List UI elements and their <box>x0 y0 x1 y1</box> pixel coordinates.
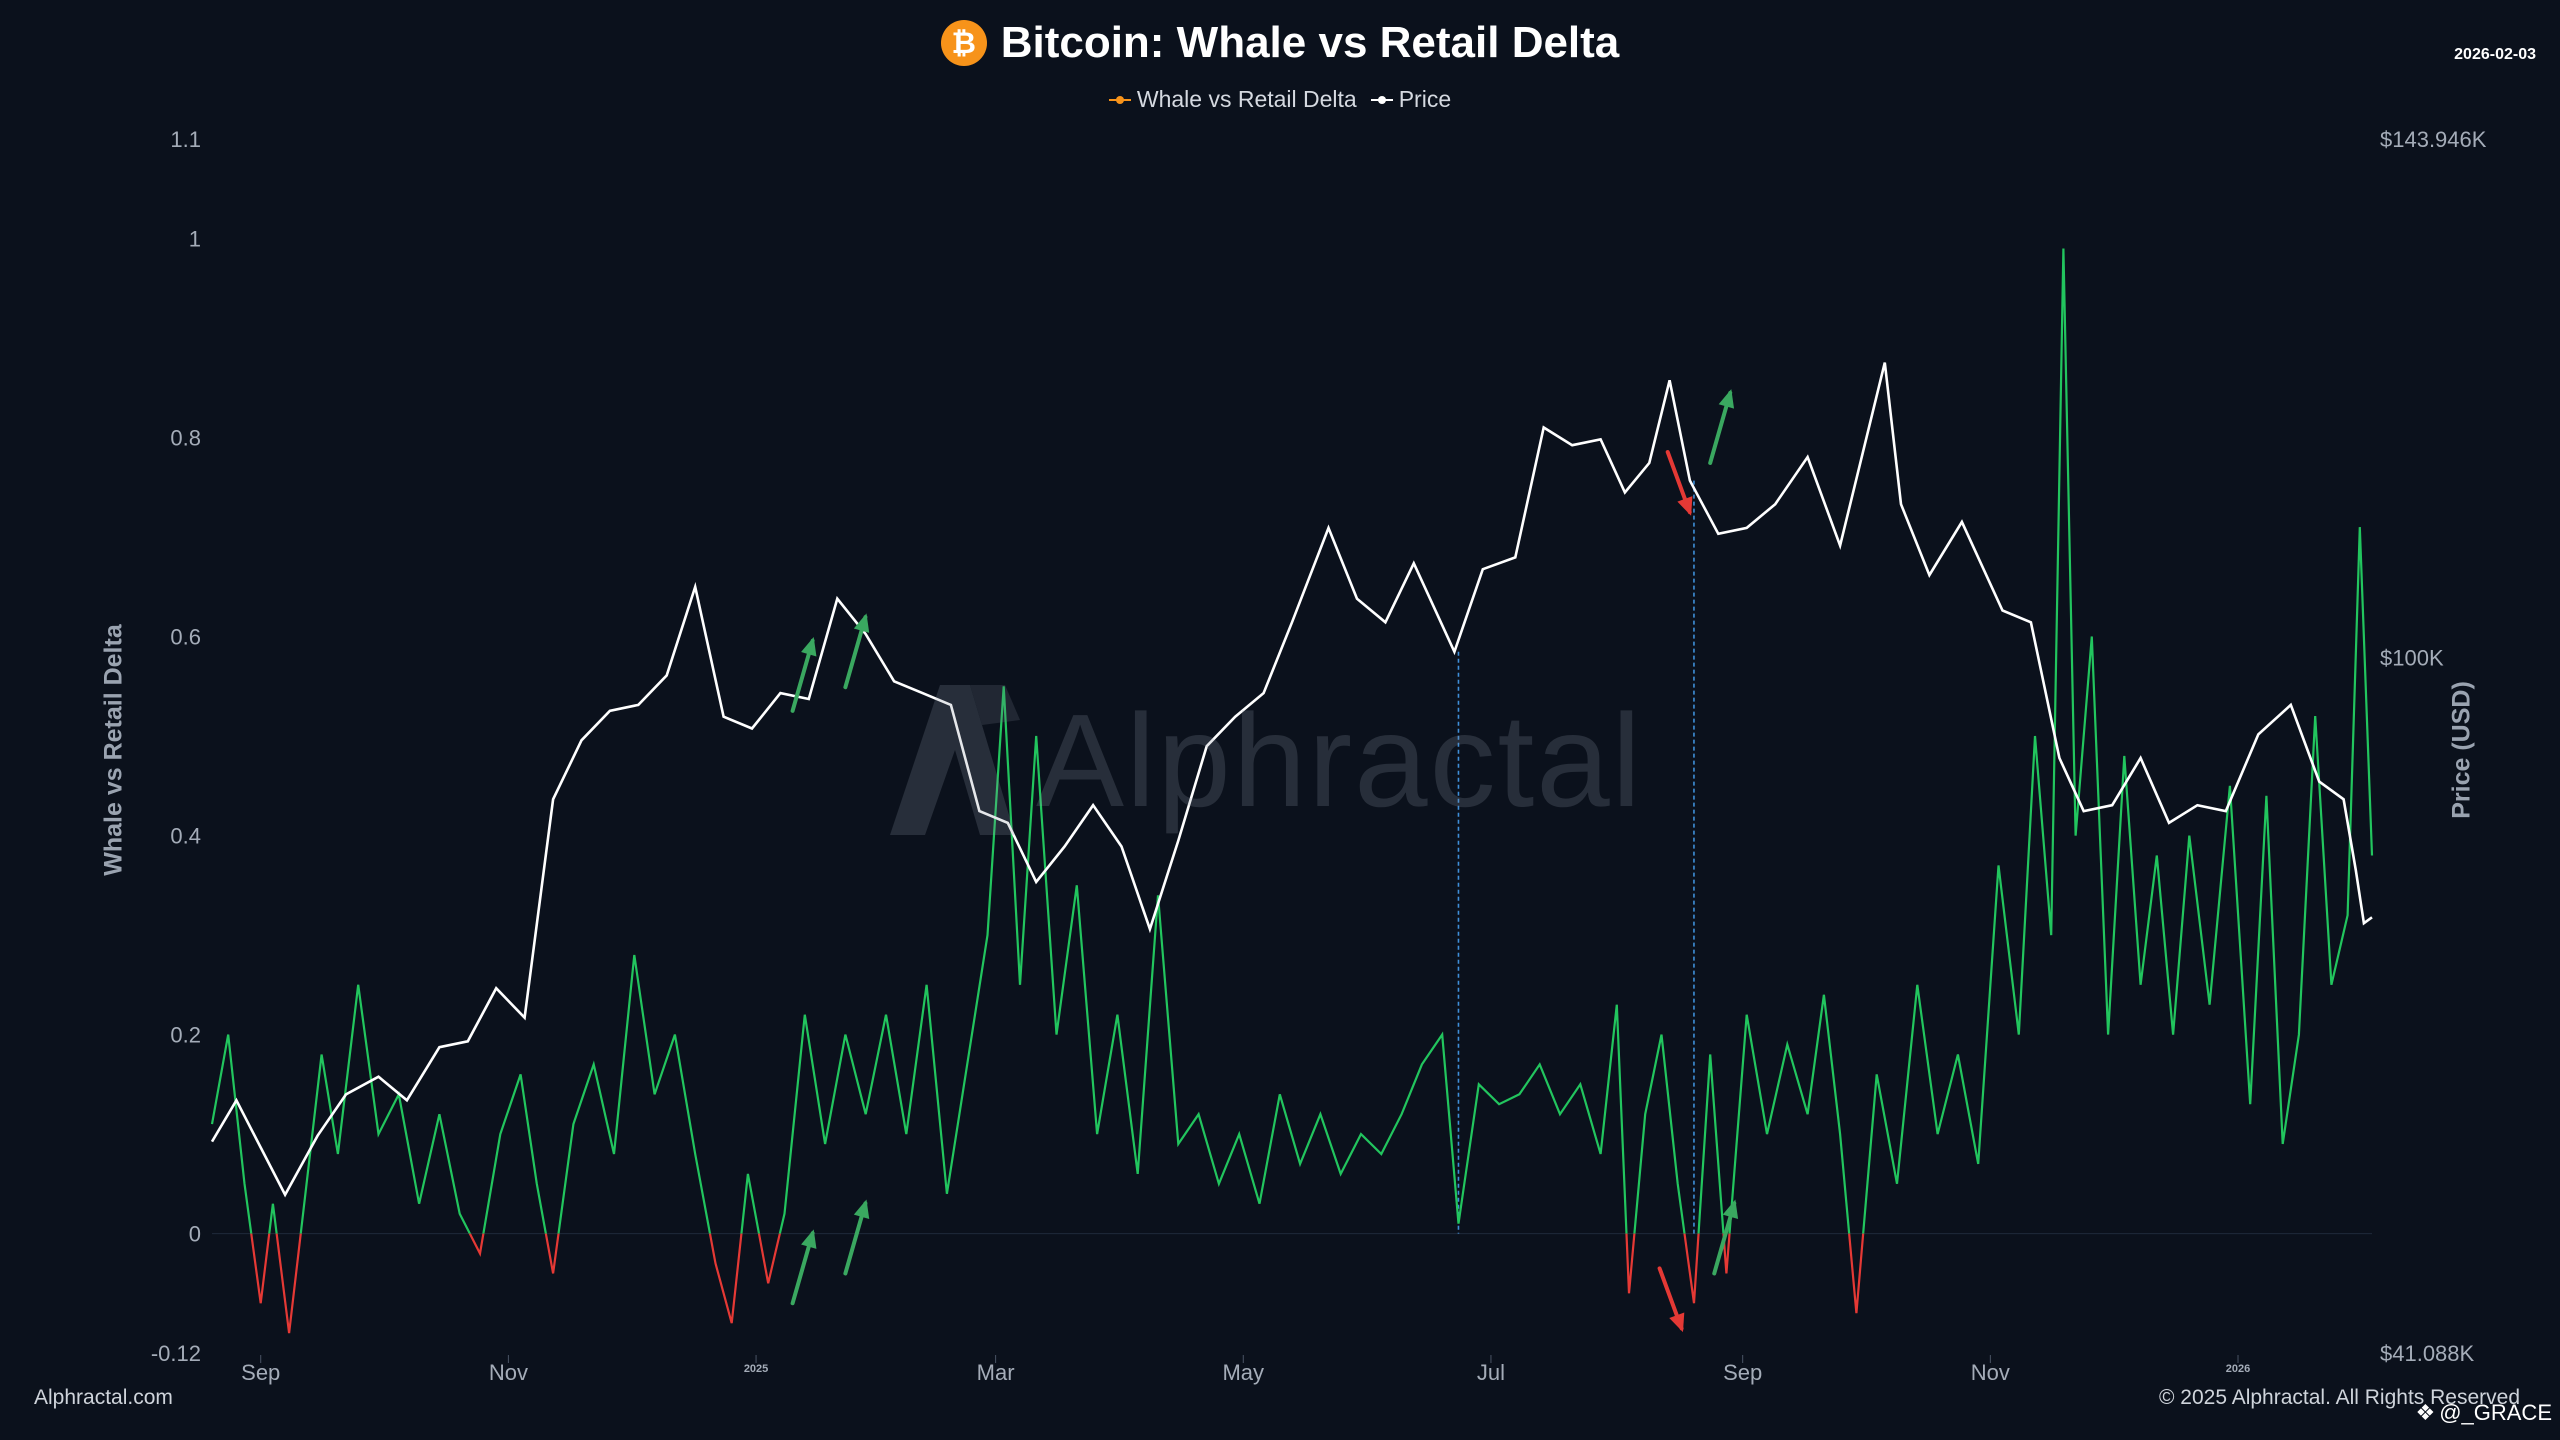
arrow-up-icon-1 <box>843 1199 870 1276</box>
date-label: 2026-02-03 <box>2454 46 2536 63</box>
legend: Whale vs Retail Delta Price <box>0 86 2560 113</box>
arrow-up-icon-5 <box>1712 1199 1739 1276</box>
x-tick-label: Mar <box>977 1360 1015 1385</box>
x-tick-label: Sep <box>1723 1360 1762 1385</box>
chart-title: Bitcoin: Whale vs Retail Delta <box>1000 18 1620 67</box>
y-tick-label: 0.8 <box>170 426 201 451</box>
y2-tick-label: $143.946K <box>2380 127 2487 152</box>
legend-item-price[interactable]: Price <box>1370 86 1452 113</box>
y-tick-label: 0 <box>189 1222 201 1247</box>
legend-item-delta[interactable]: Whale vs Retail Delta <box>1108 86 1357 113</box>
watermark: Alphractal <box>870 680 1643 840</box>
bitcoin-icon: ₿ <box>940 20 987 66</box>
arrow-down-icon-4 <box>1657 1266 1685 1333</box>
y2-axis-title: Price (USD) <box>2447 681 2476 819</box>
y-tick-label: 1 <box>189 227 201 252</box>
guide-lines <box>1457 480 1695 1234</box>
y-axis-right: $143.946K $100K $41.088K <box>2380 127 2487 1366</box>
x-tick-label: 2025 <box>744 1363 768 1375</box>
annotation-arrows <box>790 389 1739 1333</box>
x-tick-label: 2026 <box>2226 1363 2250 1375</box>
y2-tick-label: $100K <box>2380 646 2444 671</box>
x-tick-label: Nov <box>1971 1360 2010 1385</box>
arrow-up-icon-7 <box>1708 389 1735 465</box>
y-tick-label: 0.6 <box>170 625 201 650</box>
alphractal-logo-icon <box>890 685 1020 835</box>
legend-label-price: Price <box>1398 86 1452 112</box>
x-axis: Sep Nov 2025 Mar May Jul Sep Nov 2026 <box>241 1355 2250 1385</box>
legend-swatch-delta <box>1108 94 1131 106</box>
credit: ❖ @_GRACE <box>2415 1400 2552 1426</box>
y-axis-title: Whale vs Retail Delta <box>99 624 128 876</box>
series-delta-positive <box>210 248 2374 1234</box>
y-tick-label: 0.4 <box>170 824 201 849</box>
arrow-up-icon-2 <box>790 636 817 713</box>
watermark-text: Alphractal <box>1036 686 1643 834</box>
arrow-up-icon-0 <box>790 1229 817 1306</box>
copyright-text: © 2025 Alphractal. All Rights Reserved <box>2159 1386 2520 1409</box>
x-tick-label: Jul <box>1477 1360 1505 1385</box>
credit-handle: @_GRACE <box>2439 1400 2552 1425</box>
y-tick-label: 0.2 <box>170 1023 201 1048</box>
legend-label-delta: Whale vs Retail Delta <box>1136 86 1357 112</box>
x-tick-label: Nov <box>489 1360 528 1385</box>
y-axis-left: 1.1 1 0.8 0.6 0.4 0.2 0 -0.12 <box>151 127 201 1366</box>
arrow-up-icon-3 <box>843 613 870 690</box>
y-tick-label: -0.12 <box>151 1341 201 1366</box>
legend-swatch-price <box>1370 94 1393 106</box>
binance-icon: ❖ <box>2415 1400 2436 1425</box>
x-tick-label: Sep <box>241 1360 280 1385</box>
series-price <box>210 362 2373 1198</box>
y2-tick-label: $41.088K <box>2380 1341 2475 1366</box>
arrow-down-icon-6 <box>1665 450 1693 516</box>
y-tick-label: 1.1 <box>170 127 201 152</box>
chart-header: ₿ Bitcoin: Whale vs Retail Delta <box>0 18 2560 68</box>
site-link[interactable]: Alphractal.com <box>34 1386 173 1409</box>
x-tick-label: May <box>1222 1360 1264 1385</box>
